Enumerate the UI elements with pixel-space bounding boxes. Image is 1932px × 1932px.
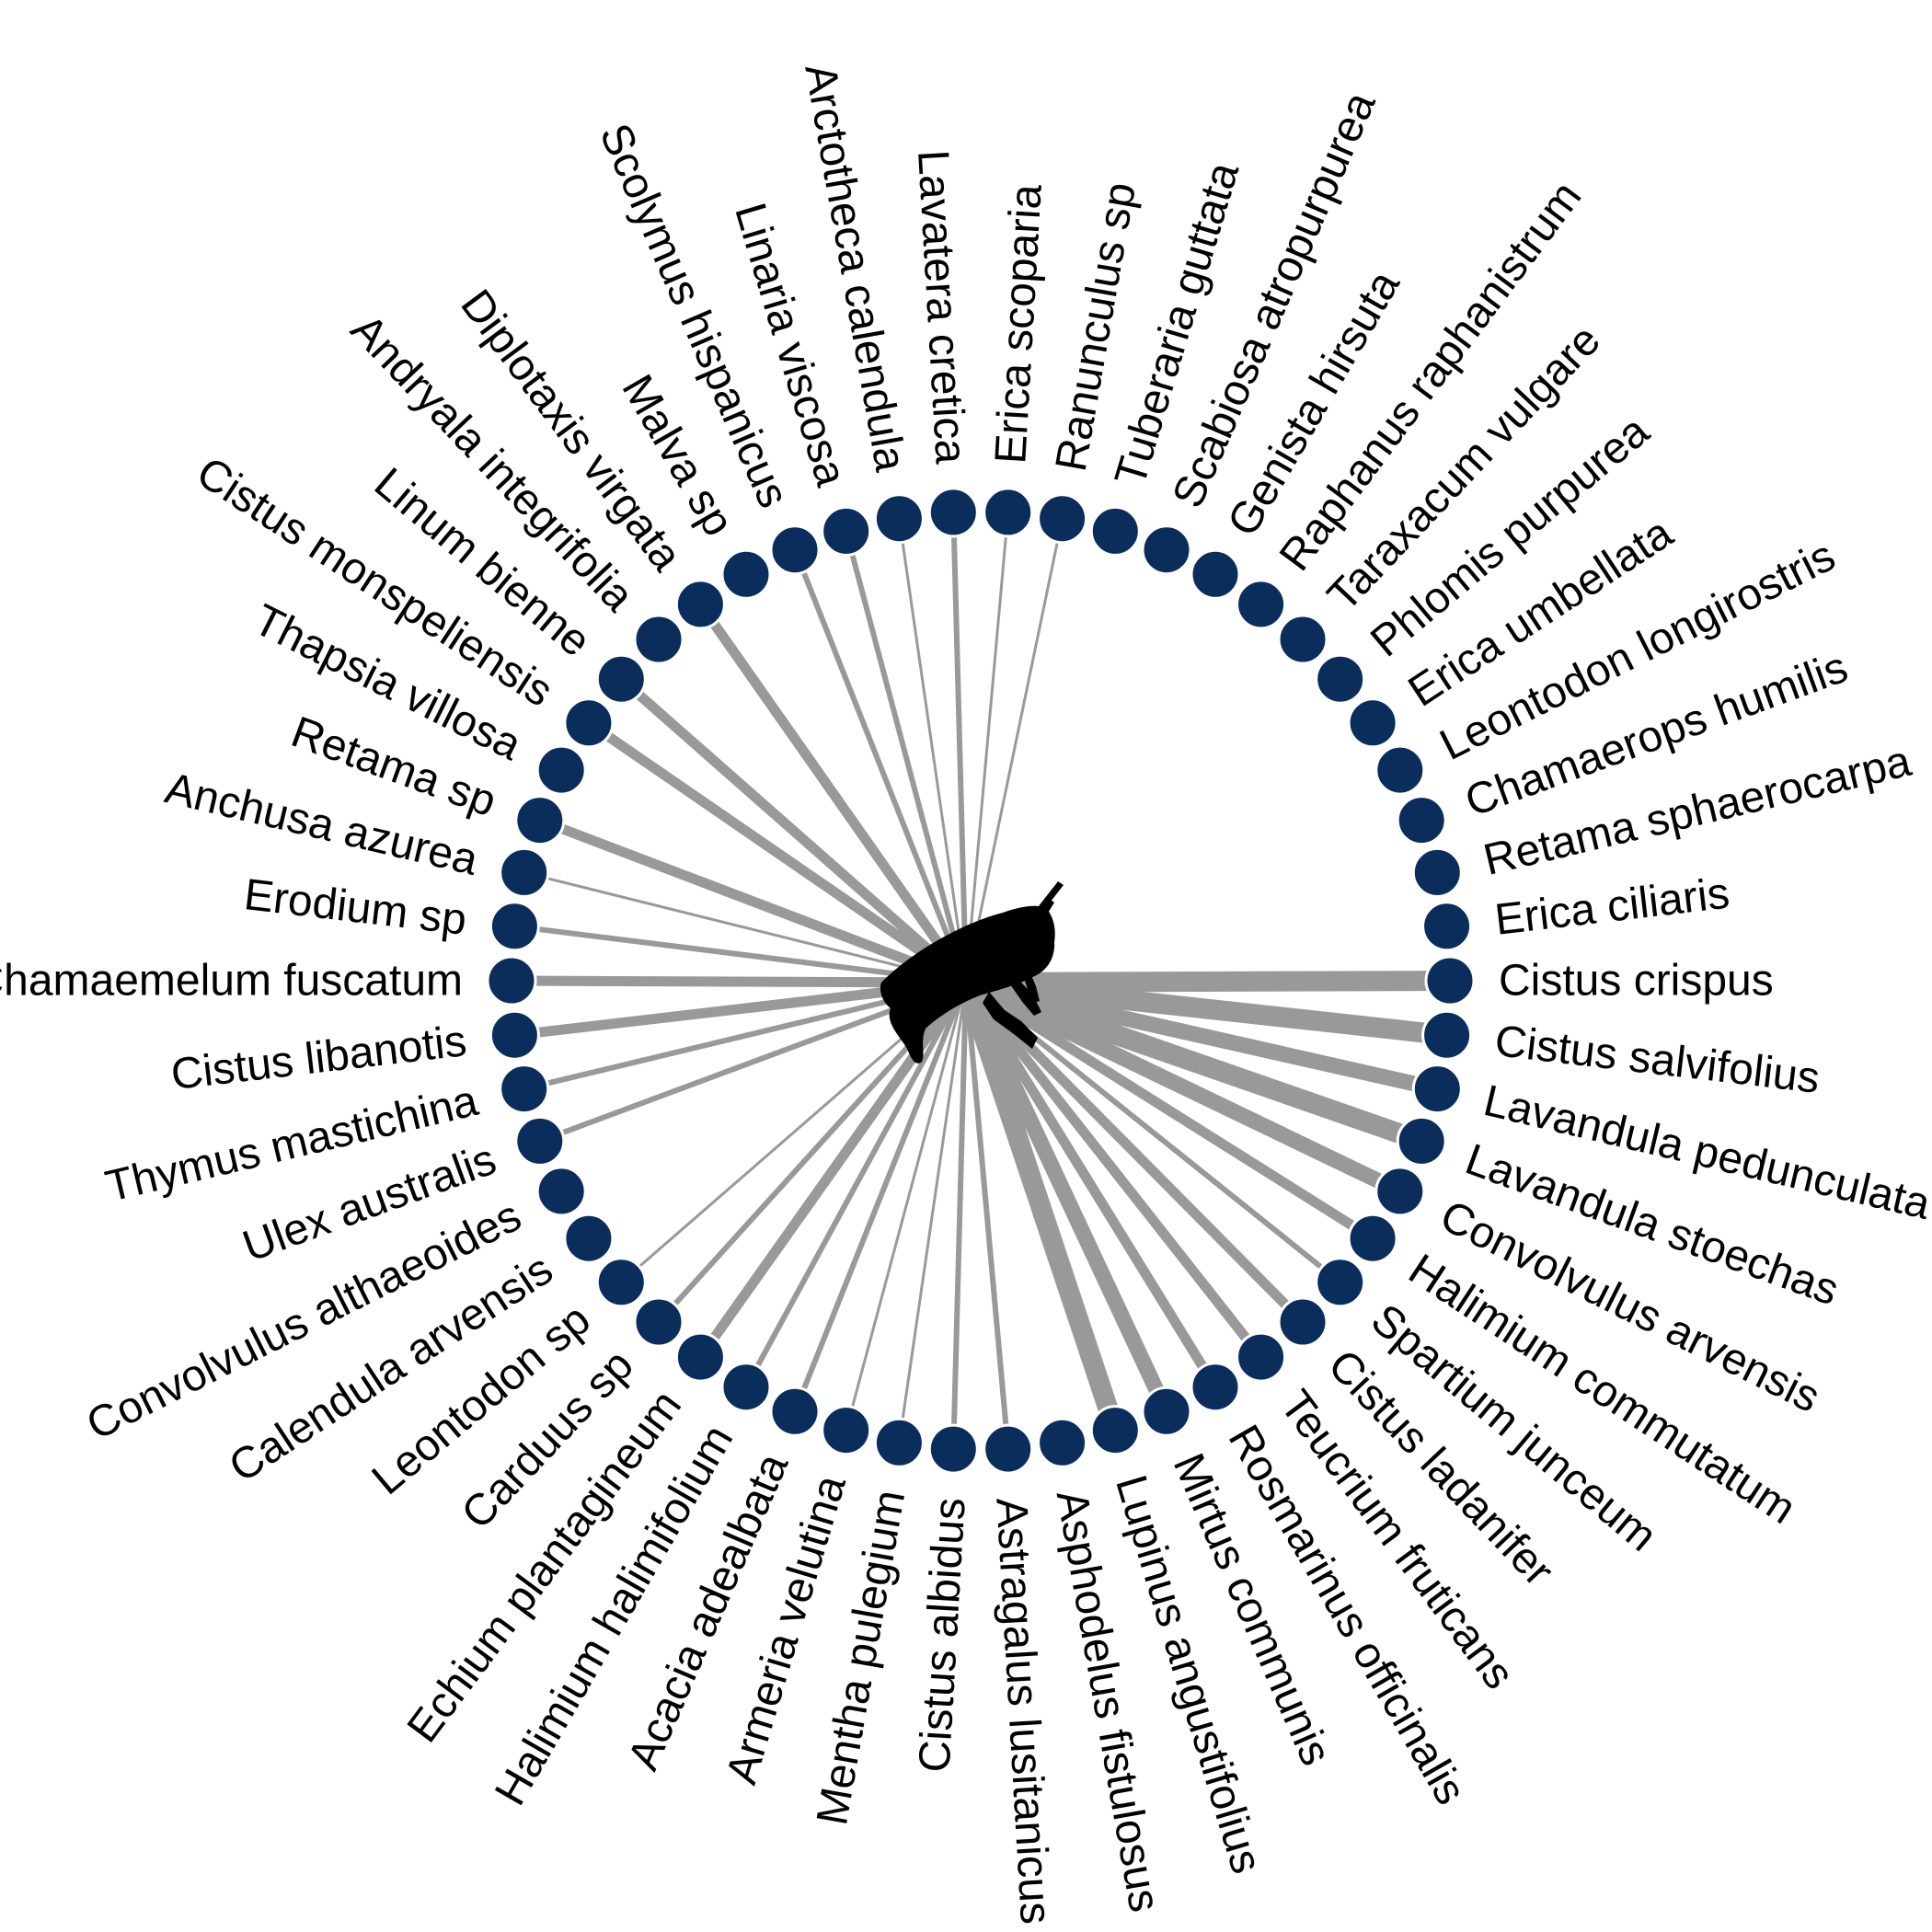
plant-node (983, 1423, 1034, 1475)
plant-label: Erodium sp (242, 870, 469, 945)
plant-node (1411, 846, 1463, 898)
plant-node (535, 1166, 587, 1217)
interaction-link (964, 972, 1448, 1046)
plant-node (499, 846, 550, 898)
plant-node (595, 1257, 647, 1308)
plant-node (873, 1417, 925, 1468)
interaction-link (961, 979, 1265, 1361)
interaction-link (743, 981, 969, 1389)
plant-node (1347, 697, 1398, 749)
bee-hind-leg (983, 992, 1038, 1049)
plant-label: Erica ciliaris (1492, 869, 1731, 945)
plant-node (1190, 1362, 1241, 1413)
plant-node (633, 614, 684, 665)
interaction-link (950, 982, 969, 1450)
interaction-link (845, 982, 968, 1431)
bee-silhouette-icon (880, 881, 1064, 1064)
plant-node (720, 1362, 772, 1413)
plant-label: Cistus crispus (1499, 957, 1774, 1006)
plant-node (983, 487, 1034, 538)
plant-node (873, 493, 925, 545)
plant-node (1347, 1213, 1398, 1264)
plant-node (1037, 1417, 1088, 1468)
interaction-link (523, 870, 967, 984)
plant-label: Cistus albidus (910, 1496, 974, 1773)
plant-node (1190, 548, 1241, 600)
plant-node (821, 1405, 872, 1456)
plant-node (1236, 579, 1287, 630)
plant-node (1315, 1257, 1366, 1308)
plant-label: Chamaemelum fuscatum (0, 957, 463, 1006)
interaction-link (963, 982, 1011, 1450)
plant-node (1374, 744, 1426, 796)
interaction-link (950, 512, 969, 983)
interaction-links (511, 512, 1451, 1450)
interaction-link (696, 601, 971, 986)
interaction-link (617, 675, 970, 987)
interaction-link (537, 815, 968, 988)
plant-node (1141, 1386, 1192, 1437)
plant-node (769, 1386, 821, 1437)
plant-node (1037, 493, 1088, 545)
plant-node (489, 1009, 540, 1061)
interaction-link (962, 972, 1425, 1151)
plant-label: Lavatera cretica (908, 149, 975, 466)
plant-node (563, 697, 615, 749)
plant-node (486, 955, 537, 1006)
bee-body (880, 905, 1055, 1064)
plant-node (514, 1115, 566, 1167)
plant-node (1277, 614, 1328, 665)
plant-node (1396, 1115, 1447, 1167)
interaction-link (956, 979, 1125, 1434)
bee-antenna (1041, 900, 1054, 917)
plant-node (489, 901, 540, 952)
plant-node (1141, 524, 1192, 576)
plant-node (1421, 901, 1473, 952)
plant-node (595, 653, 647, 705)
plant-node (1277, 1296, 1328, 1348)
plant-node (1374, 1166, 1426, 1217)
interaction-link (843, 530, 969, 983)
plant-node (1421, 1009, 1473, 1061)
plant-node (514, 795, 566, 846)
interaction-link (964, 512, 1010, 983)
plant-node (927, 487, 979, 538)
plant-node (1236, 1331, 1287, 1383)
plant-node (1089, 1405, 1141, 1456)
plant-node (769, 524, 821, 576)
interaction-link (963, 978, 1376, 1243)
plant-label: Erica scoparia (986, 183, 1052, 466)
interaction-link (961, 980, 1220, 1390)
plant-node (1089, 505, 1141, 557)
plant-node (821, 505, 872, 557)
plant-node (563, 1213, 615, 1264)
interaction-link (897, 518, 968, 983)
plant-node (1424, 955, 1476, 1006)
bee-fore-leg (1023, 973, 1040, 1003)
plant-node (927, 1423, 979, 1475)
interaction-link (964, 518, 1064, 983)
interaction-link (585, 719, 970, 987)
plant-node (1396, 795, 1447, 846)
interaction-link (897, 982, 968, 1443)
plant-node (633, 1296, 684, 1348)
plant-node (1315, 653, 1366, 705)
plant-nodes (486, 487, 1476, 1475)
plant-label: Astragalus lusitanicus (986, 1496, 1060, 1926)
plant-node (1411, 1064, 1463, 1115)
plant-node (720, 548, 772, 600)
bee-mid-leg (1010, 981, 1041, 1016)
plant-node (674, 579, 726, 630)
plant-node (535, 744, 587, 796)
plant-node (499, 1064, 550, 1115)
interaction-link (792, 548, 969, 984)
interaction-link (514, 923, 967, 985)
plant-node (674, 1331, 726, 1383)
bee-antenna (1035, 881, 1064, 914)
interaction-link (959, 979, 1174, 1415)
interaction-link (792, 981, 969, 1413)
